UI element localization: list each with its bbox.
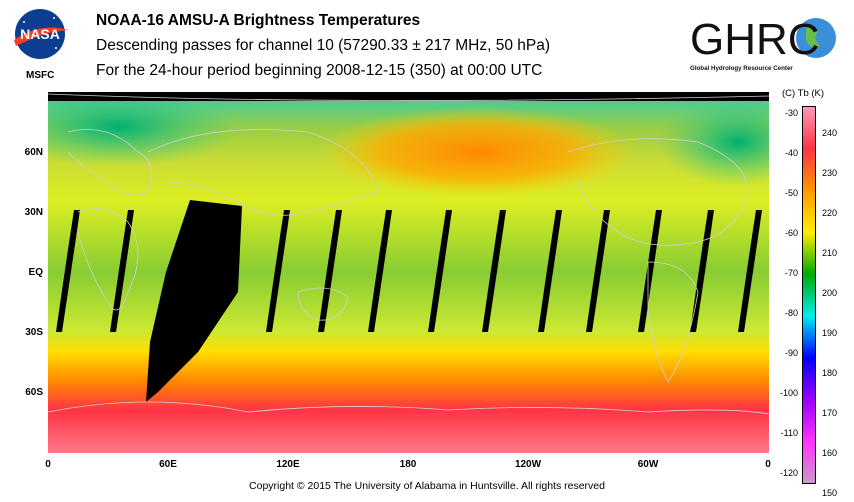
page-subtitle: Descending passes for channel 10 (57290.… bbox=[96, 37, 550, 54]
lon-label-60e: 60E bbox=[159, 459, 177, 470]
swath-gap bbox=[368, 210, 392, 332]
lat-label-30n: 30N bbox=[24, 207, 43, 218]
no-data-indian-ocean bbox=[146, 200, 242, 402]
colorbar-kelvin-tick: 220 bbox=[822, 208, 838, 218]
swath-gap bbox=[110, 210, 134, 332]
nasa-msfc-label: MSFC bbox=[26, 70, 55, 81]
colorbar-kelvin-tick: 160 bbox=[822, 448, 838, 458]
swath-gap bbox=[738, 210, 762, 332]
ghrc-tagline: Global Hydrology Resource Center bbox=[690, 65, 793, 72]
colorbar-kelvin-tick: 240 bbox=[822, 128, 838, 138]
colorbar-kelvin-tick: 170 bbox=[822, 408, 838, 418]
colorbar-kelvin-tick: 200 bbox=[822, 288, 838, 298]
colorbar-celsius-tick: -40 bbox=[784, 148, 798, 158]
coastlines bbox=[48, 93, 769, 415]
lat-label-60n: 60N bbox=[24, 147, 43, 158]
nasa-logo: NASA bbox=[14, 9, 68, 59]
no-data-swath-gaps bbox=[56, 210, 762, 332]
lon-label-120w: 120W bbox=[514, 459, 542, 470]
lat-label-60s: 60S bbox=[25, 387, 43, 398]
swath-gap bbox=[638, 210, 662, 332]
page-title: NOAA-16 AMSU-A Brightness Temperatures bbox=[96, 12, 421, 29]
colorbar-celsius-tick: -90 bbox=[784, 348, 798, 358]
colorbar-celsius-tick: -120 bbox=[779, 468, 798, 478]
ghrc-logo: GHRC Global Hydrology Resource Center bbox=[690, 15, 836, 72]
lon-label-60w: 60W bbox=[637, 459, 659, 470]
colorbar-celsius-tick: -70 bbox=[784, 268, 798, 278]
period-label: For the 24-hour period beginning 2008-12… bbox=[96, 62, 543, 79]
colorbar-kelvin-tick: 180 bbox=[822, 368, 838, 378]
swath-gap bbox=[266, 210, 290, 332]
lat-label-30s: 30S bbox=[25, 327, 43, 338]
lon-label-120e: 120E bbox=[276, 459, 300, 470]
colorbar-celsius-tick: -60 bbox=[784, 228, 798, 238]
lat-label-eq: EQ bbox=[28, 267, 43, 278]
colorbar-celsius-tick: -110 bbox=[780, 428, 798, 438]
colorbar-kelvin-tick: 190 bbox=[822, 328, 838, 338]
nasa-wordmark: NASA bbox=[20, 26, 60, 42]
colorbar-celsius-tick: -50 bbox=[784, 188, 798, 198]
lon-label-0-left: 0 bbox=[45, 459, 51, 470]
swath-gap bbox=[318, 210, 342, 332]
colorbar-kelvin-tick: 210 bbox=[822, 248, 838, 258]
colorbar-kelvin-tick: 230 bbox=[822, 168, 838, 178]
swath-gap bbox=[538, 210, 562, 332]
colorbar-celsius-tick: -30 bbox=[784, 108, 798, 118]
colorbar-celsius-tick: -100 bbox=[779, 388, 798, 398]
cold-anomaly-atlantic bbox=[48, 92, 238, 167]
swath-gap bbox=[586, 210, 610, 332]
colorbar-kelvin-tick: 150 bbox=[822, 488, 838, 498]
copyright-notice: Copyright © 2015 The University of Alaba… bbox=[249, 480, 605, 492]
colorbar-header: (C) Tb (K) bbox=[782, 88, 825, 99]
cold-anomaly-north-america bbox=[658, 97, 769, 187]
lon-label-0-right: 0 bbox=[765, 459, 771, 470]
lon-label-180: 180 bbox=[399, 459, 417, 470]
colorbar-celsius-tick: -80 bbox=[784, 308, 798, 318]
brightness-temperature-map bbox=[48, 92, 769, 453]
ghrc-wordmark: GHRC bbox=[690, 15, 820, 64]
swath-gap bbox=[428, 210, 452, 332]
colorbar bbox=[802, 106, 816, 484]
warm-anomaly-pacific bbox=[318, 107, 638, 197]
no-data-top-strip bbox=[48, 92, 769, 101]
swath-gap bbox=[482, 210, 506, 332]
swath-gap bbox=[56, 210, 80, 332]
